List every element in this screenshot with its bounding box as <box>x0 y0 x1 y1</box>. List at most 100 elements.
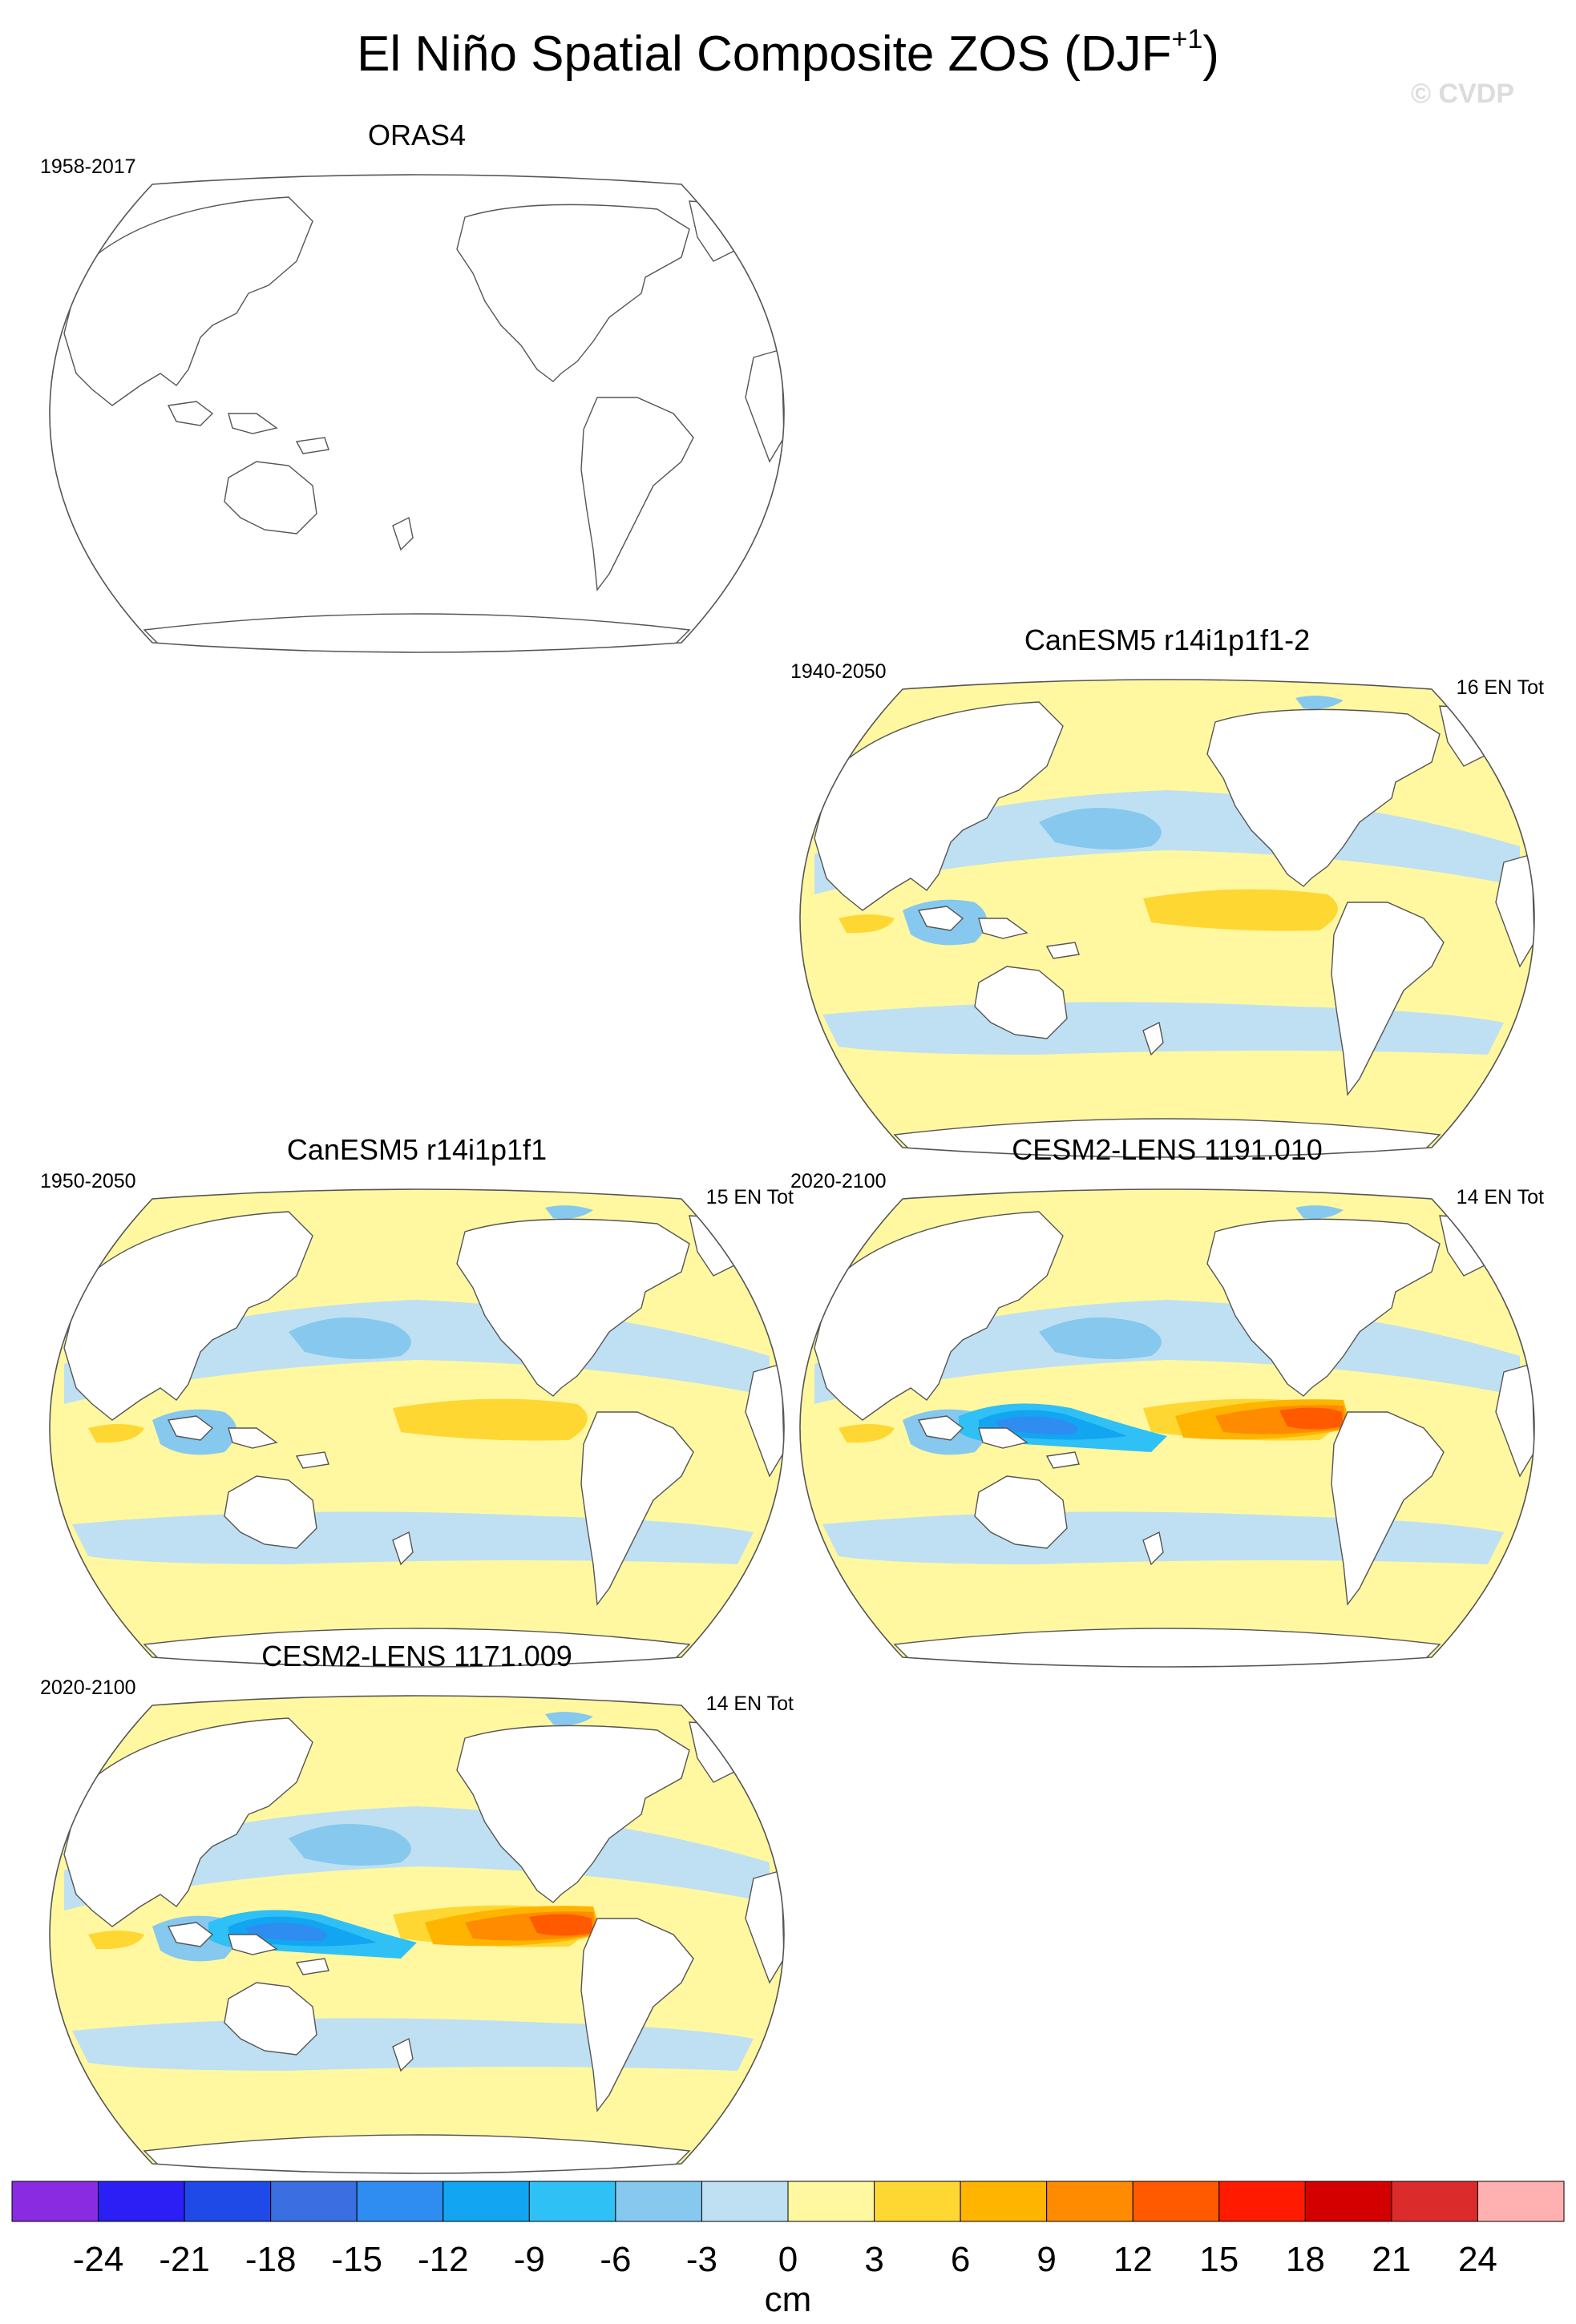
colorbar: -24 -21 -18 -15 -12 -9 -6 -3 0 3 6 9 12 15 18 21 24 <box>11 2181 1565 2279</box>
anomaly-contour <box>1039 808 1162 849</box>
colorbar-tick-label: -18 <box>245 2240 297 2279</box>
anomaly-contour <box>289 1824 411 1866</box>
new-zealand-land <box>392 1531 414 1566</box>
antarctica-land <box>143 2134 691 2173</box>
colorbar-swatch <box>1218 2181 1306 2222</box>
asia-land <box>814 1211 1064 1421</box>
colorbar-swatch <box>960 2181 1048 2222</box>
north-america-land <box>456 204 690 382</box>
anomaly-contour <box>1295 696 1344 709</box>
maritime-continent-land <box>167 401 329 454</box>
map-border <box>799 679 1535 1158</box>
anomaly-contour <box>88 1424 144 1443</box>
panel-period: 2020-2100 <box>790 1170 887 1192</box>
colorbar-swatch <box>1477 2181 1565 2222</box>
colorbar-swatch <box>787 2181 875 2222</box>
asia-land <box>63 1211 313 1421</box>
world-map <box>49 1188 785 1668</box>
figure-title: El Niño Spatial Composite ZOS (DJF+1) <box>0 24 1576 83</box>
south-america-land <box>580 397 694 591</box>
world-map <box>799 679 1535 1158</box>
panel-period: 1950-2050 <box>40 1170 136 1192</box>
australia-land <box>224 1982 317 2056</box>
colorbar-swatch <box>701 2181 789 2222</box>
antarctica-land <box>893 1628 1441 1667</box>
new-zealand-land <box>1142 1021 1164 1056</box>
map-border <box>799 1188 1535 1668</box>
anomaly-contour <box>847 1061 1456 1103</box>
anomaly-contour <box>244 1923 327 1941</box>
south-america-land <box>580 1918 694 2112</box>
panel-title: CanESM5 r14i1p1f1 <box>286 1133 548 1166</box>
colorbar-tick-label: 24 <box>1458 2240 1497 2279</box>
australia-land <box>224 1475 317 1549</box>
new-zealand-land <box>392 516 414 551</box>
asia-land <box>814 701 1064 911</box>
maritime-continent-land <box>167 1922 329 1975</box>
colorbar-swatch <box>184 2181 272 2222</box>
map-border <box>49 174 785 653</box>
colorbar-swatch <box>442 2181 530 2222</box>
antarctica-land <box>143 1628 691 1667</box>
anomaly-contour <box>96 1571 705 1612</box>
map-panel-canesm5: CanESM5 r14i1p1f1 1950-2050 15 EN Tot <box>40 1133 794 1668</box>
anomaly-contour <box>529 1914 593 1936</box>
figure-title-text: El Niño Spatial Composite ZOS (DJF <box>357 26 1172 82</box>
maritime-continent-land <box>167 1415 329 1469</box>
anomaly-contour <box>1279 1407 1344 1430</box>
panel-title: CESM2-LENS 1191.010 <box>1012 1133 1323 1166</box>
colorbar-swatch <box>874 2181 961 2222</box>
maritime-continent-land <box>917 1415 1080 1469</box>
colorbar-tick-label: -21 <box>159 2240 210 2279</box>
colorbar-units: cm <box>764 2280 812 2319</box>
colorbar-tick-label: -6 <box>600 2240 631 2279</box>
colorbar-tick-label: -9 <box>514 2240 545 2279</box>
south-america-land <box>1331 1411 1445 1606</box>
colorbar-swatch <box>1132 2181 1220 2222</box>
colorbar-tick-label: -12 <box>418 2240 469 2279</box>
anomaly-contour <box>545 1205 593 1219</box>
colorbar-tick-label: -24 <box>73 2240 124 2279</box>
anomaly-contour <box>289 1317 411 1359</box>
anomaly-contour <box>393 1398 588 1441</box>
colorbar-tick-label: 0 <box>778 2240 798 2279</box>
colorbar-tick-label: -15 <box>331 2240 382 2279</box>
colorbar-swatch <box>356 2181 444 2222</box>
panel-count: 16 EN Tot <box>1456 676 1544 699</box>
figure-title-superscript: +1 <box>1171 24 1203 54</box>
colorbar-tick-label: 3 <box>864 2240 883 2279</box>
colorbar-swatch <box>1304 2181 1392 2222</box>
anomaly-contour <box>995 1416 1077 1434</box>
north-america-land <box>456 1725 690 1903</box>
panel-period: 1958-2017 <box>40 155 136 178</box>
colorbar-swatch <box>11 2181 99 2222</box>
asia-land <box>63 1717 313 1927</box>
anomaly-contour <box>1143 889 1338 931</box>
world-map <box>49 174 785 653</box>
panel-period: 1940-2050 <box>790 660 887 683</box>
asia-land <box>63 196 313 406</box>
colorbar-tick-label: 15 <box>1199 2240 1239 2279</box>
panel-title: CanESM5 r14i1p1f1-2 <box>1024 623 1311 656</box>
colorbar-tick-label: 6 <box>951 2240 970 2279</box>
colorbar-tick-label: 21 <box>1372 2240 1411 2279</box>
north-america-land <box>1206 708 1441 887</box>
cvdp-watermark: © CVDP <box>1411 79 1514 109</box>
panel-period: 2020-2100 <box>40 1676 136 1699</box>
panel-title: CESM2-LENS 1171.009 <box>261 1640 572 1672</box>
map-border <box>49 1188 785 1668</box>
anomaly-contour <box>96 2077 705 2119</box>
anomaly-contour <box>839 1424 895 1443</box>
colorbar-tick-label: 18 <box>1286 2240 1325 2279</box>
colorbar-swatch <box>270 2181 358 2222</box>
colorbar-swatch <box>528 2181 616 2222</box>
antarctica-land <box>143 613 691 652</box>
australia-land <box>974 966 1068 1039</box>
anomaly-contour <box>847 1571 1456 1612</box>
map-panel-canesm5-2: CanESM5 r14i1p1f1-2 1940-2050 16 EN Tot <box>790 623 1544 1158</box>
panel-count: 14 EN Tot <box>1456 1186 1544 1208</box>
colorbar-swatch <box>1391 2181 1478 2222</box>
new-zealand-land <box>1142 1531 1164 1566</box>
south-america-land <box>580 1411 694 1606</box>
figure-title-close: ) <box>1202 26 1219 82</box>
